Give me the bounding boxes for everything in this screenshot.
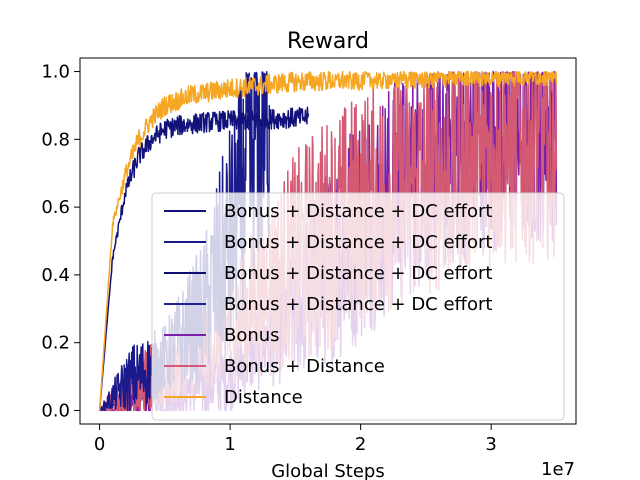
chart-title: Reward bbox=[287, 29, 369, 54]
legend-box bbox=[151, 192, 565, 421]
x-axis-label: Global Steps bbox=[271, 461, 385, 480]
legend-label: Bonus bbox=[224, 325, 280, 346]
series-line-0 bbox=[98, 106, 310, 411]
y-tick-label: 0.0 bbox=[41, 400, 70, 421]
legend-label: Bonus + Distance + DC effort bbox=[224, 263, 492, 284]
legend-label: Bonus + Distance + DC effort bbox=[224, 201, 492, 222]
plot-frame bbox=[79, 57, 577, 425]
x-axis-scale-note: 1e7 bbox=[541, 459, 575, 480]
legend-label: Distance bbox=[224, 387, 303, 408]
y-tick-label: 0.4 bbox=[41, 265, 70, 286]
axes-group: 0 1 2 3 0.0 0.2 0.4 0.6 0.8 1.0 bbox=[41, 57, 577, 455]
legend-label: Bonus + Distance + DC effort bbox=[224, 294, 492, 315]
y-tick-label: 0.8 bbox=[41, 129, 70, 150]
x-tick-label: 1 bbox=[224, 434, 235, 455]
y-tick-label: 0.6 bbox=[41, 197, 70, 218]
x-tick-label: 0 bbox=[94, 434, 105, 455]
y-tick-label: 0.2 bbox=[41, 333, 70, 354]
y-tick-label: 1.0 bbox=[41, 62, 70, 83]
x-tick-label: 3 bbox=[485, 434, 496, 455]
x-tick-label: 2 bbox=[355, 434, 366, 455]
legend-label: Bonus + Distance + DC effort bbox=[224, 232, 492, 253]
legend: Bonus + Distance + DC effort Bonus + Dist… bbox=[151, 192, 565, 421]
legend-label: Bonus + Distance bbox=[224, 356, 385, 377]
series-line-6 bbox=[98, 70, 558, 411]
